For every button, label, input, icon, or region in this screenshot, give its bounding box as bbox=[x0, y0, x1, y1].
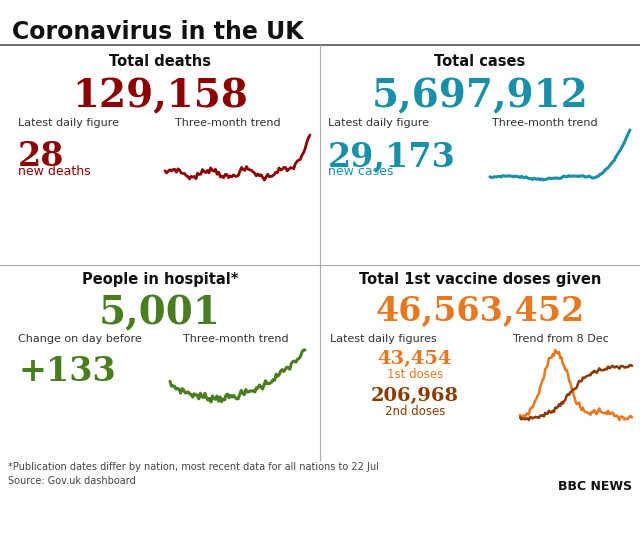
Text: new deaths: new deaths bbox=[18, 165, 91, 178]
Text: 129,158: 129,158 bbox=[72, 77, 248, 115]
Text: 28: 28 bbox=[18, 140, 65, 173]
Text: 43,454: 43,454 bbox=[378, 350, 452, 368]
Text: 29,173: 29,173 bbox=[328, 140, 456, 173]
Text: new cases: new cases bbox=[328, 165, 394, 178]
Text: Three-month trend: Three-month trend bbox=[492, 118, 598, 128]
Text: Total cases: Total cases bbox=[435, 54, 525, 69]
Text: 46,563,452: 46,563,452 bbox=[376, 294, 584, 327]
Text: Coronavirus in the UK: Coronavirus in the UK bbox=[12, 20, 303, 44]
Text: *Publication dates differ by nation, most recent data for all nations to 22 Jul: *Publication dates differ by nation, mos… bbox=[8, 462, 379, 472]
Text: Total deaths: Total deaths bbox=[109, 54, 211, 69]
Text: 2nd doses: 2nd doses bbox=[385, 405, 445, 418]
Text: Latest daily figures: Latest daily figures bbox=[330, 334, 436, 344]
Text: Source: Gov.uk dashboard: Source: Gov.uk dashboard bbox=[8, 476, 136, 486]
Text: +133: +133 bbox=[18, 355, 116, 388]
Text: 5,001: 5,001 bbox=[99, 294, 221, 332]
Text: Three-month trend: Three-month trend bbox=[183, 334, 289, 344]
Text: BBC NEWS: BBC NEWS bbox=[558, 480, 632, 493]
Text: Change on day before: Change on day before bbox=[18, 334, 141, 344]
Text: Total 1st vaccine doses given: Total 1st vaccine doses given bbox=[359, 272, 601, 287]
Text: 206,968: 206,968 bbox=[371, 387, 459, 405]
Text: Latest daily figure: Latest daily figure bbox=[328, 118, 429, 128]
Text: People in hospital*: People in hospital* bbox=[82, 272, 238, 287]
Text: Latest daily figure: Latest daily figure bbox=[18, 118, 119, 128]
Text: Three-month trend: Three-month trend bbox=[175, 118, 280, 128]
Text: 1st doses: 1st doses bbox=[387, 368, 443, 381]
Text: 5,697,912: 5,697,912 bbox=[372, 77, 588, 115]
Text: Trend from 8 Dec: Trend from 8 Dec bbox=[513, 334, 609, 344]
